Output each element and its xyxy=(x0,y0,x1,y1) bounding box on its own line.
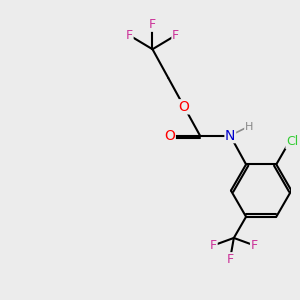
Text: Cl: Cl xyxy=(286,136,298,148)
Text: F: F xyxy=(250,239,258,252)
Text: F: F xyxy=(126,29,133,42)
Text: N: N xyxy=(225,129,236,142)
Text: O: O xyxy=(164,129,175,142)
Text: F: F xyxy=(226,253,234,266)
Text: O: O xyxy=(179,100,190,114)
Text: F: F xyxy=(172,29,179,42)
Text: H: H xyxy=(245,122,253,132)
Text: F: F xyxy=(210,239,217,252)
Text: F: F xyxy=(149,18,156,31)
